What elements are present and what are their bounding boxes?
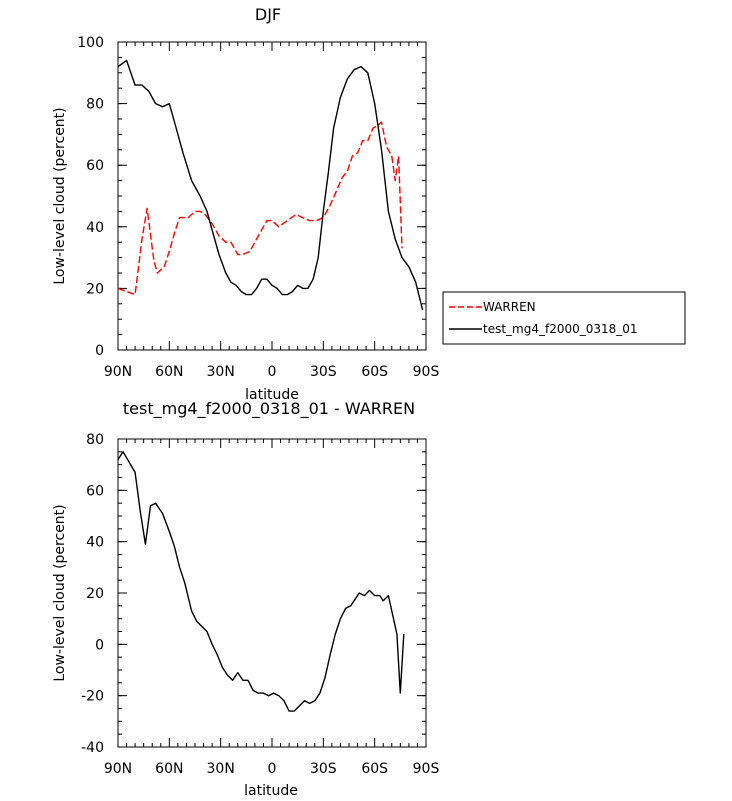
bottom-plot-xtick-label: 30N (207, 761, 235, 777)
bottom-plot-xtick-label: 60N (155, 761, 183, 777)
top-plot: DJF 90N 60N 30N 0 30S 60S 90S 0 20 40 60 80 100 lati… (52, 5, 439, 403)
bottom-plot: test_mg4_f2000_0318_01 - WARREN 90N 60N 30… (52, 399, 439, 799)
top-plot-xtick-label: 90S (413, 364, 440, 380)
bottom-plot-series-test-line (117, 451, 405, 712)
top-plot-ytick-label: 100 (77, 35, 104, 51)
bottom-plot-ytick-label: 80 (86, 432, 104, 448)
top-plot-title: DJF (255, 5, 281, 24)
top-plot-ytick-label: 0 (95, 343, 104, 359)
bottom-plot-title: test_mg4_f2000_0318_01 - WARREN (123, 399, 415, 419)
bottom-plot-ytick-label: -20 (81, 689, 104, 705)
top-plot-ytick-label: 80 (86, 97, 104, 113)
bottom-plot-frame (117, 438, 427, 748)
bottom-plot-xtick-label: 30S (310, 761, 337, 777)
bottom-plot-ytick-label: 40 (86, 535, 104, 551)
top-plot-frame (117, 41, 427, 351)
top-plot-series (117, 59, 424, 311)
top-plot-xtick-label: 60S (361, 364, 388, 380)
top-plot-series-warren-line (117, 121, 403, 296)
bottom-plot-xtick-label: 90S (413, 761, 440, 777)
bottom-plot-series (117, 451, 405, 712)
top-plot-xlabel: latitude (245, 387, 299, 403)
bottom-plot-ylabel: Low-level cloud (percent) (52, 504, 68, 681)
bottom-plot-ytick-label: 0 (95, 637, 104, 653)
top-plot-ticks: 90N 60N 30N 0 30S 60S 90S 0 20 40 60 80 100 (77, 35, 439, 380)
top-plot-xtick-label: 60N (155, 364, 183, 380)
top-plot-xtick-label: 30N (207, 364, 235, 380)
legend-warren-label: WARREN (483, 300, 536, 314)
top-plot-series-test-line (117, 59, 424, 311)
legend: WARREN test_mg4_f2000_0318_01 (442, 291, 686, 345)
bottom-plot-ytick-label: 20 (86, 586, 104, 602)
top-plot-xtick-label: 90N (104, 364, 132, 380)
top-plot-ylabel: Low-level cloud (percent) (52, 107, 68, 284)
top-plot-xtick-label: 0 (268, 364, 277, 380)
bottom-plot-xtick-label: 60S (361, 761, 388, 777)
top-plot-ytick-label: 60 (86, 158, 104, 174)
legend-box (442, 291, 686, 345)
bottom-plot-ytick-label: 60 (86, 483, 104, 499)
bottom-plot-xtick-label: 0 (268, 761, 277, 777)
bottom-plot-ticks: 90N 60N 30N 0 30S 60S 90S -40 -20 0 20 40 60 80 (81, 432, 439, 777)
bottom-plot-xtick-label: 90N (104, 761, 132, 777)
bottom-plot-xlabel: latitude (244, 783, 298, 799)
top-plot-xtick-label: 30S (310, 364, 337, 380)
legend-test-label: test_mg4_f2000_0318_01 (483, 322, 638, 336)
bottom-plot-ytick-label: -40 (81, 740, 104, 756)
top-plot-ytick-label: 40 (86, 220, 104, 236)
top-plot-ytick-label: 20 (86, 281, 104, 297)
